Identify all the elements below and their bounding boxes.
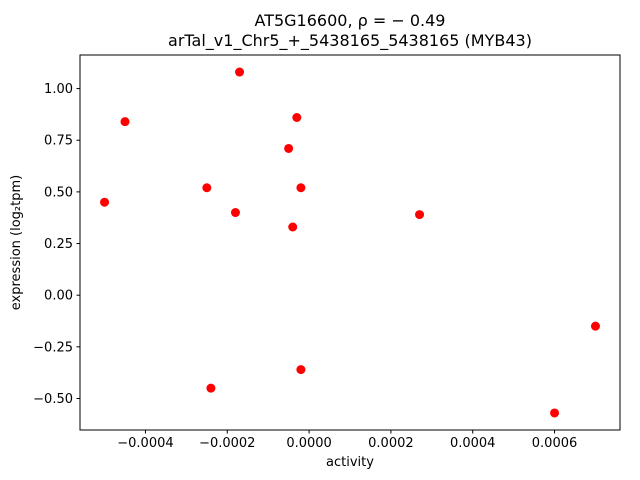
data-point	[292, 113, 302, 122]
y-tick-label: 0.50	[44, 185, 73, 200]
data-point	[284, 143, 294, 153]
data-point	[235, 67, 245, 77]
plot-frame	[79, 54, 621, 431]
plot-area: −0.0004 −0.0002 0.0000 0.0002 0.0004 0.0006 −0…	[33, 54, 621, 451]
data-point	[296, 183, 306, 193]
data-point	[296, 365, 306, 375]
chart-title-line2: arTal_v1_Chr5_+_5438165_5438165 (MYB43)	[168, 31, 532, 51]
y-tick-label: 0.25	[44, 237, 73, 252]
x-tick-label: −0.0004	[117, 436, 173, 451]
y-tick-label: −0.25	[33, 340, 73, 355]
y-tick-label: 0.75	[44, 134, 73, 149]
y-tick-label: −0.50	[33, 392, 73, 407]
data-point	[206, 383, 216, 393]
data-point	[230, 208, 240, 218]
y-axis-label: expression (log₂tpm)	[9, 175, 24, 310]
data-point	[415, 210, 425, 220]
x-axis-label: activity	[326, 455, 374, 470]
x-tick-label: 0.0006	[532, 436, 578, 451]
chart-title-line1: AT5G16600, ρ = − 0.49	[255, 11, 446, 30]
x-tick-label: 0.0004	[450, 436, 496, 451]
x-tick-label: −0.0002	[199, 436, 255, 451]
data-point	[590, 321, 600, 331]
y-tick-label: 1.00	[44, 82, 73, 97]
x-tick-label: 0.0002	[368, 436, 414, 451]
data-point	[288, 222, 298, 232]
data-point	[550, 408, 560, 418]
y-tick-label: 0.00	[44, 289, 73, 304]
data-point	[202, 183, 212, 193]
data-point	[100, 197, 110, 207]
data-point	[120, 117, 130, 127]
x-tick-label: 0.0000	[286, 436, 332, 451]
